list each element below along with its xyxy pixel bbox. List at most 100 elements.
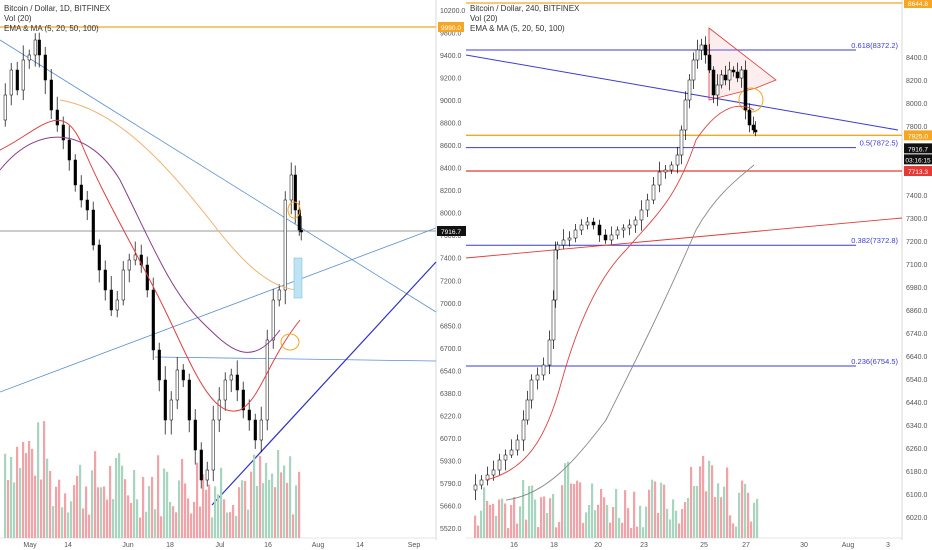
left-volume-bar <box>121 465 124 538</box>
right-candle-body <box>639 209 644 221</box>
left-volume-bar <box>73 485 76 538</box>
right-candle-body <box>669 164 674 171</box>
left-volume-bar <box>61 507 64 538</box>
right-candle-body <box>597 224 602 236</box>
left-volume-bar <box>154 509 157 538</box>
left-volume-bar <box>157 455 160 538</box>
right-volume-bar <box>546 513 549 538</box>
right-volume-bar <box>663 484 666 538</box>
left-volume-bar <box>19 468 22 538</box>
right-volume-bar <box>741 480 744 538</box>
left-volume-bar <box>94 451 97 538</box>
left-volume-bar <box>127 495 130 538</box>
left-trend-up <box>0 227 437 393</box>
left-volume-bar <box>76 475 79 538</box>
right-candle-body <box>711 69 716 96</box>
left-volume-bar <box>211 517 214 538</box>
left-candle-body <box>133 254 137 261</box>
left-volume-bar <box>124 479 127 538</box>
left-chart-panel[interactable]: 10200.0 9800.0 9400.0 9200.0 9000.0 8800.0 860… <box>0 0 466 550</box>
right-candle-body <box>555 244 560 251</box>
right-volume-bar <box>639 505 642 538</box>
left-candle-body <box>27 54 31 61</box>
left-chart-canvas[interactable]: 10200.0 9800.0 9400.0 9200.0 9000.0 8800.0 860… <box>0 0 466 550</box>
right-volume-bar <box>666 508 669 538</box>
left-candle-body <box>193 419 197 451</box>
right-candle-body <box>609 234 614 241</box>
right-candle-body <box>651 184 656 201</box>
left-volume-bar <box>43 421 46 538</box>
right-volume-bar <box>477 525 480 538</box>
left-volume-bar <box>109 465 112 538</box>
right-chart-panel[interactable]: 8400.08200.08000.07800.07600.07500.07400… <box>466 0 932 550</box>
right-volume-bar <box>582 522 585 538</box>
left-price-tick: 5520.0 <box>440 526 462 533</box>
left-price-tick: 7200.0 <box>440 278 462 285</box>
left-volume-bar <box>106 499 109 538</box>
left-volume-bar <box>256 485 259 538</box>
left-candle-body <box>15 69 19 91</box>
left-candle-body <box>127 259 131 271</box>
right-candle-body <box>473 484 478 491</box>
left-candle-body <box>293 174 297 211</box>
right-price-tick: 7200.0 <box>906 239 928 246</box>
left-price-tick: 8800.0 <box>440 121 462 128</box>
left-candle-body <box>163 379 167 421</box>
left-candle-body <box>157 349 161 381</box>
right-volume-bar <box>534 499 537 538</box>
left-candle-body <box>9 69 13 96</box>
right-candle-body <box>621 227 626 231</box>
left-candle-body <box>277 289 281 301</box>
left-candle-body <box>37 39 41 56</box>
right-volume-bar <box>753 502 756 538</box>
right-volume-bar <box>756 498 759 538</box>
left-volume-bar <box>289 456 292 538</box>
left-price-axis <box>436 0 466 550</box>
left-candle-body <box>223 379 227 401</box>
left-candle-body <box>175 369 179 401</box>
left-candle-body <box>115 299 119 311</box>
left-volume-bar <box>85 486 88 538</box>
left-volume-bar <box>247 509 250 538</box>
right-candle-body <box>695 49 700 61</box>
left-volume-bar <box>235 515 238 538</box>
right-price-tick: 6180.0 <box>906 469 928 476</box>
left-candle-body <box>73 159 77 186</box>
left-price-tick: 7000.0 <box>440 301 462 308</box>
right-price-tick: 7100.0 <box>906 262 928 269</box>
left-volume-bar <box>292 514 295 538</box>
left-volume-bar <box>214 486 217 538</box>
left-volume-bar <box>274 487 277 538</box>
right-volume-bar <box>684 502 687 538</box>
right-trend-up-red <box>466 217 903 259</box>
right-candle-body <box>739 69 744 79</box>
right-date-tick: 30 <box>800 542 808 549</box>
right-volume-bar <box>492 503 495 538</box>
right-volume-bar <box>579 482 582 538</box>
left-volume-bar <box>25 453 28 538</box>
right-candle-body <box>707 54 712 71</box>
left-candle-body <box>229 374 233 381</box>
right-vol-label: Vol (20) <box>470 14 498 23</box>
right-volume-bar <box>642 527 645 538</box>
right-ma-gray <box>505 164 755 501</box>
left-candle-body <box>151 289 155 351</box>
right-price-tick: 6100.0 <box>906 492 928 499</box>
right-volume-bar <box>744 483 747 538</box>
left-volume-bar <box>217 494 220 538</box>
right-candle-body <box>529 379 534 401</box>
right-volume-bar <box>627 508 630 538</box>
right-volume-bar <box>720 497 723 538</box>
right-candle-body <box>691 59 696 81</box>
left-volume-bar <box>58 479 61 538</box>
right-volume-bar <box>555 527 558 538</box>
left-orange-badge <box>438 22 464 32</box>
right-candle-body <box>579 224 584 231</box>
right-date-tick: Aug <box>842 542 855 549</box>
right-volume-bar <box>543 496 546 538</box>
left-candle-body <box>271 299 275 341</box>
right-chart-canvas[interactable]: 8400.08200.08000.07800.07600.07500.07400… <box>466 0 932 550</box>
left-candle-body <box>169 399 173 421</box>
right-price-tick: 7300.0 <box>906 216 928 223</box>
left-volume-bar <box>238 487 241 538</box>
